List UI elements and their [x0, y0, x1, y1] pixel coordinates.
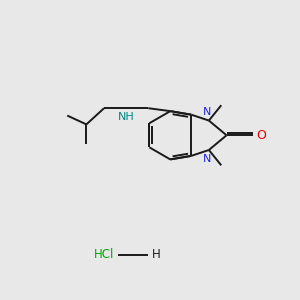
- Text: N: N: [203, 107, 212, 117]
- Text: H: H: [152, 248, 160, 261]
- Text: O: O: [256, 129, 266, 142]
- Text: NH: NH: [118, 112, 134, 122]
- Text: HCl: HCl: [94, 248, 115, 261]
- Text: N: N: [203, 154, 212, 164]
